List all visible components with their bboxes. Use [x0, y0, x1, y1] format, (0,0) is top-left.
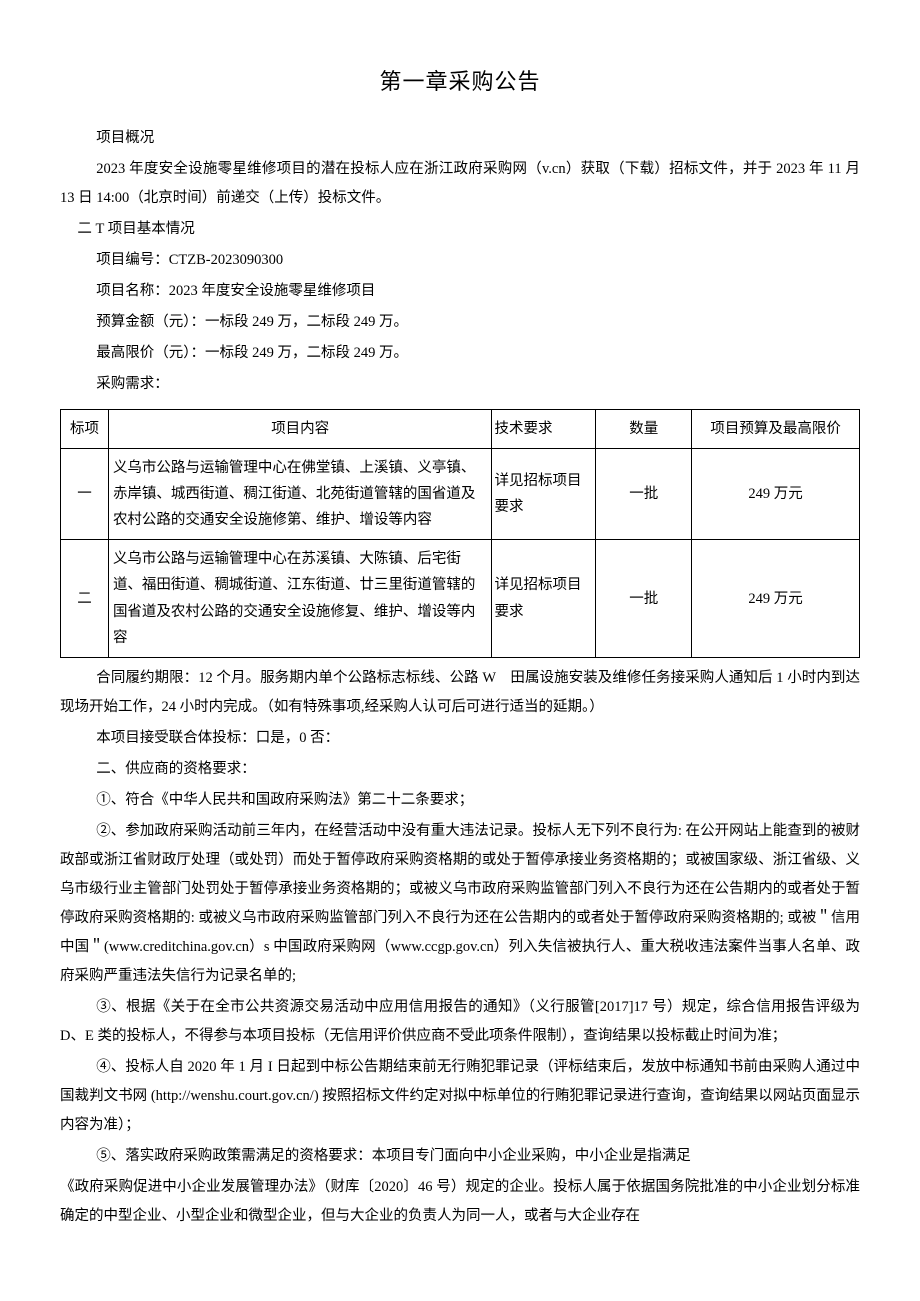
table-header-row: 标项 项目内容 技术要求 数量 项目预算及最高限价 — [61, 410, 860, 449]
th-content: 项目内容 — [108, 410, 492, 449]
section2-heading: 二、供应商的资格要求： — [60, 755, 860, 784]
th-tech: 技术要求 — [492, 410, 596, 449]
cell-qty: 一批 — [596, 540, 692, 657]
joint-bid: 本项目接受联合体投标：口是，0 否： — [60, 724, 860, 753]
cell-tech: 详见招标项目要求 — [492, 540, 596, 657]
requirement-5-cont: 《政府采购促进中小企业发展管理办法》（财库〔2020〕46 号）规定的企业。投标… — [60, 1173, 860, 1231]
th-budget: 项目预算及最高限价 — [692, 410, 860, 449]
cell-content: 义乌市公路与运输管理中心在佛堂镇、上溪镇、义亭镇、赤岸镇、城西街道、稠江街道、北… — [108, 449, 492, 540]
overview-label: 项目概况 — [60, 124, 860, 153]
project-no-value: CTZB-2023090300 — [169, 252, 283, 268]
cell-bid: 一 — [61, 449, 109, 540]
table-row: 二 义乌市公路与运输管理中心在苏溪镇、大陈镇、后宅街道、福田街道、稠城街道、江东… — [61, 540, 860, 657]
cell-tech: 详见招标项目要求 — [492, 449, 596, 540]
requirement-4: ④、投标人自 2020 年 1 月 I 日起到中标公告期结束前无行贿犯罪记录（评… — [60, 1053, 860, 1140]
needs-label: 采购需求： — [60, 370, 860, 399]
limit-value: 一标段 249 万，二标段 249 万。 — [205, 345, 408, 361]
budget-label: 预算金额（元）： — [96, 314, 205, 330]
limit-row: 最高限价（元）：一标段 249 万，二标段 249 万。 — [60, 339, 860, 368]
cell-budget: 249 万元 — [692, 449, 860, 540]
requirement-1: ①、符合《中华人民共和国政府采购法》第二十二条要求； — [60, 786, 860, 815]
th-qty: 数量 — [596, 410, 692, 449]
requirement-5: ⑤、落实政府采购政策需满足的资格要求：本项目专门面向中小企业采购，中小企业是指满… — [60, 1142, 860, 1171]
cell-content: 义乌市公路与运输管理中心在苏溪镇、大陈镇、后宅街道、福田街道、稠城街道、江东街道… — [108, 540, 492, 657]
project-no-row: 项目编号：CTZB-2023090300 — [60, 246, 860, 275]
overview-text: 2023 年度安全设施零星维修项目的潜在投标人应在浙江政府采购网（v.cn）获取… — [60, 155, 860, 213]
project-name-label: 项目名称： — [96, 283, 169, 299]
table-row: 一 义乌市公路与运输管理中心在佛堂镇、上溪镇、义亭镇、赤岸镇、城西街道、稠江街道… — [61, 449, 860, 540]
requirements-table: 标项 项目内容 技术要求 数量 项目预算及最高限价 一 义乌市公路与运输管理中心… — [60, 409, 860, 658]
contract-period: 合同履约期限：12 个月。服务期内单个公路标志标线、公路 W 田属设施安装及维修… — [60, 664, 860, 722]
requirement-2: ②、参加政府采购活动前三年内，在经营活动中没有重大违法记录。投标人无下列不良行为… — [60, 817, 860, 991]
chapter-title: 第一章采购公告 — [60, 60, 860, 104]
project-name-row: 项目名称：2023 年度安全设施零星维修项目 — [60, 277, 860, 306]
cell-bid: 二 — [61, 540, 109, 657]
th-bid: 标项 — [61, 410, 109, 449]
requirement-3: ③、根据《关于在全市公共资源交易活动中应用信用报告的通知》（义行服管[2017]… — [60, 993, 860, 1051]
section1-heading: 二 T 项目基本情况 — [60, 215, 860, 244]
budget-value: 一标段 249 万，二标段 249 万。 — [205, 314, 408, 330]
budget-row: 预算金额（元）：一标段 249 万，二标段 249 万。 — [60, 308, 860, 337]
project-name-value: 2023 年度安全设施零星维修项目 — [169, 283, 376, 299]
cell-budget: 249 万元 — [692, 540, 860, 657]
project-no-label: 项目编号： — [96, 252, 169, 268]
limit-label: 最高限价（元）： — [96, 345, 205, 361]
cell-qty: 一批 — [596, 449, 692, 540]
